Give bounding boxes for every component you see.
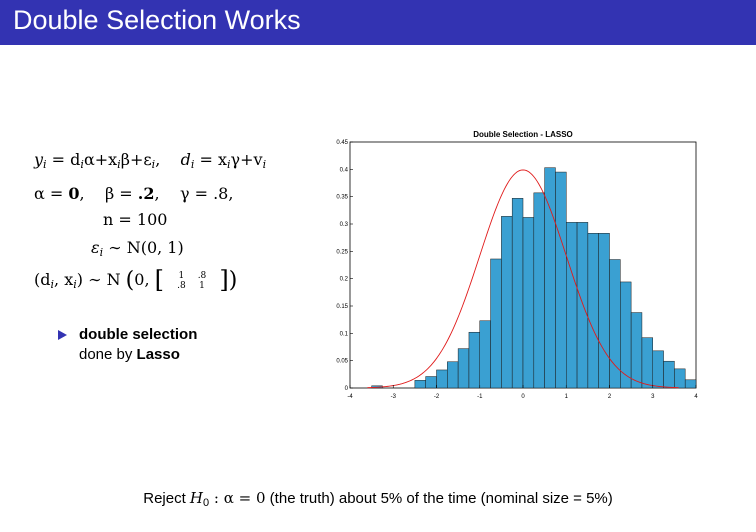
y-tick-label: 0.45 xyxy=(336,140,348,146)
bullet-triangle-icon xyxy=(58,330,67,340)
histogram-chart: Double Selection - LASSO -4 -3 -2 -1 0 1 2 3 4 0… xyxy=(336,130,698,400)
histogram-bar xyxy=(522,217,535,389)
histogram-bar xyxy=(598,233,610,389)
histogram-bar xyxy=(566,222,578,389)
x-tick-label: 2 xyxy=(608,394,612,400)
y-tick-label: 0.35 xyxy=(336,195,348,201)
histogram-bar xyxy=(414,380,426,389)
histogram-bar xyxy=(457,348,470,389)
x-tick-label: -1 xyxy=(477,394,483,400)
y-tick-label: 0 xyxy=(345,386,349,392)
x-tick-label: -2 xyxy=(434,394,440,400)
chart-title: Double Selection - LASSO xyxy=(473,130,573,139)
histogram-bar xyxy=(652,350,664,389)
y-tick-label: 0.15 xyxy=(336,304,348,310)
histogram-bar xyxy=(501,216,513,389)
sample-size: n = 100 xyxy=(103,210,168,229)
histogram-bar xyxy=(544,167,556,389)
histogram-bar xyxy=(468,331,480,389)
histogram-bar xyxy=(663,360,675,389)
y-tick-label: 0.1 xyxy=(340,331,349,337)
error-distribution: εi ∼ N(0, 1) xyxy=(91,238,184,259)
histogram-bar xyxy=(511,198,524,389)
slide-title: Double Selection Works xyxy=(13,5,301,35)
y-tick-label: 0.2 xyxy=(340,277,349,283)
y-tick-label: 0.25 xyxy=(336,249,348,255)
x-tick-label: -3 xyxy=(391,394,397,400)
histogram-bar xyxy=(587,233,599,389)
histogram-bar xyxy=(533,192,545,389)
model-equation-1: yi = diα+xiβ+εi, di = xiγ+vi xyxy=(34,150,267,171)
bullet-item: double selection done by Lasso xyxy=(58,325,197,365)
histogram-bar xyxy=(576,222,589,389)
y-tick-label: 0.05 xyxy=(336,359,348,365)
x-tick-label: 0 xyxy=(521,394,525,400)
histogram-bar xyxy=(641,337,653,389)
histogram-bar xyxy=(674,368,686,389)
x-tick-label: 3 xyxy=(651,394,655,400)
bullet-line-1: double selection xyxy=(79,326,198,343)
histogram-bar xyxy=(630,312,643,389)
histogram-bar xyxy=(436,369,448,389)
histogram-bar xyxy=(479,320,491,389)
y-tick-label: 0.4 xyxy=(340,167,349,173)
covariance-matrix: 1.8 .8 1 xyxy=(177,270,207,291)
footer-note: Reject H0 : α = 0 (the truth) about 5% o… xyxy=(143,489,613,509)
joint-distribution: (di, xi) ∼ N (0, [ 1.8 .8 1 ]) xyxy=(34,266,238,294)
y-tick-label: 0.3 xyxy=(340,222,349,228)
x-tick-label: -4 xyxy=(347,394,353,400)
x-tick-label: 1 xyxy=(565,394,569,400)
normal-density-curve xyxy=(367,169,679,389)
histogram-bar xyxy=(490,258,502,389)
histogram-bar xyxy=(555,171,567,389)
title-bar: Double Selection Works xyxy=(0,0,756,45)
model-parameters: α = 0, β = .2, γ = .8, xyxy=(34,184,234,203)
bullet-line-2: done by Lasso xyxy=(79,346,180,363)
histogram-bar xyxy=(425,376,437,389)
histogram-bar xyxy=(684,379,697,389)
x-tick-label: 4 xyxy=(694,394,698,400)
histogram-bar xyxy=(447,361,459,389)
